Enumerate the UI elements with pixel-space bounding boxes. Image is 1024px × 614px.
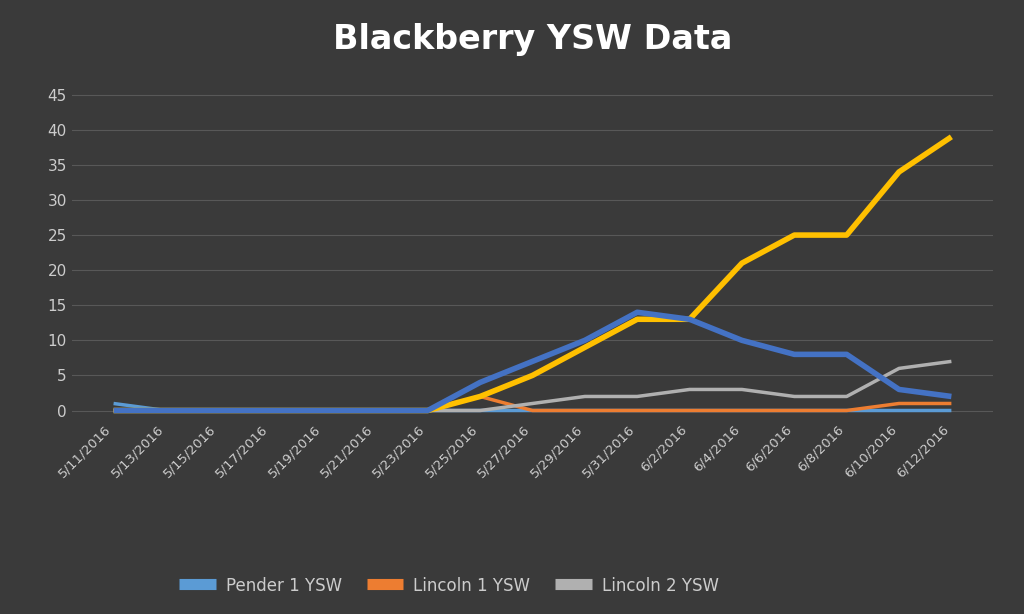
Title: Blackberry YSW Data: Blackberry YSW Data: [333, 23, 732, 56]
